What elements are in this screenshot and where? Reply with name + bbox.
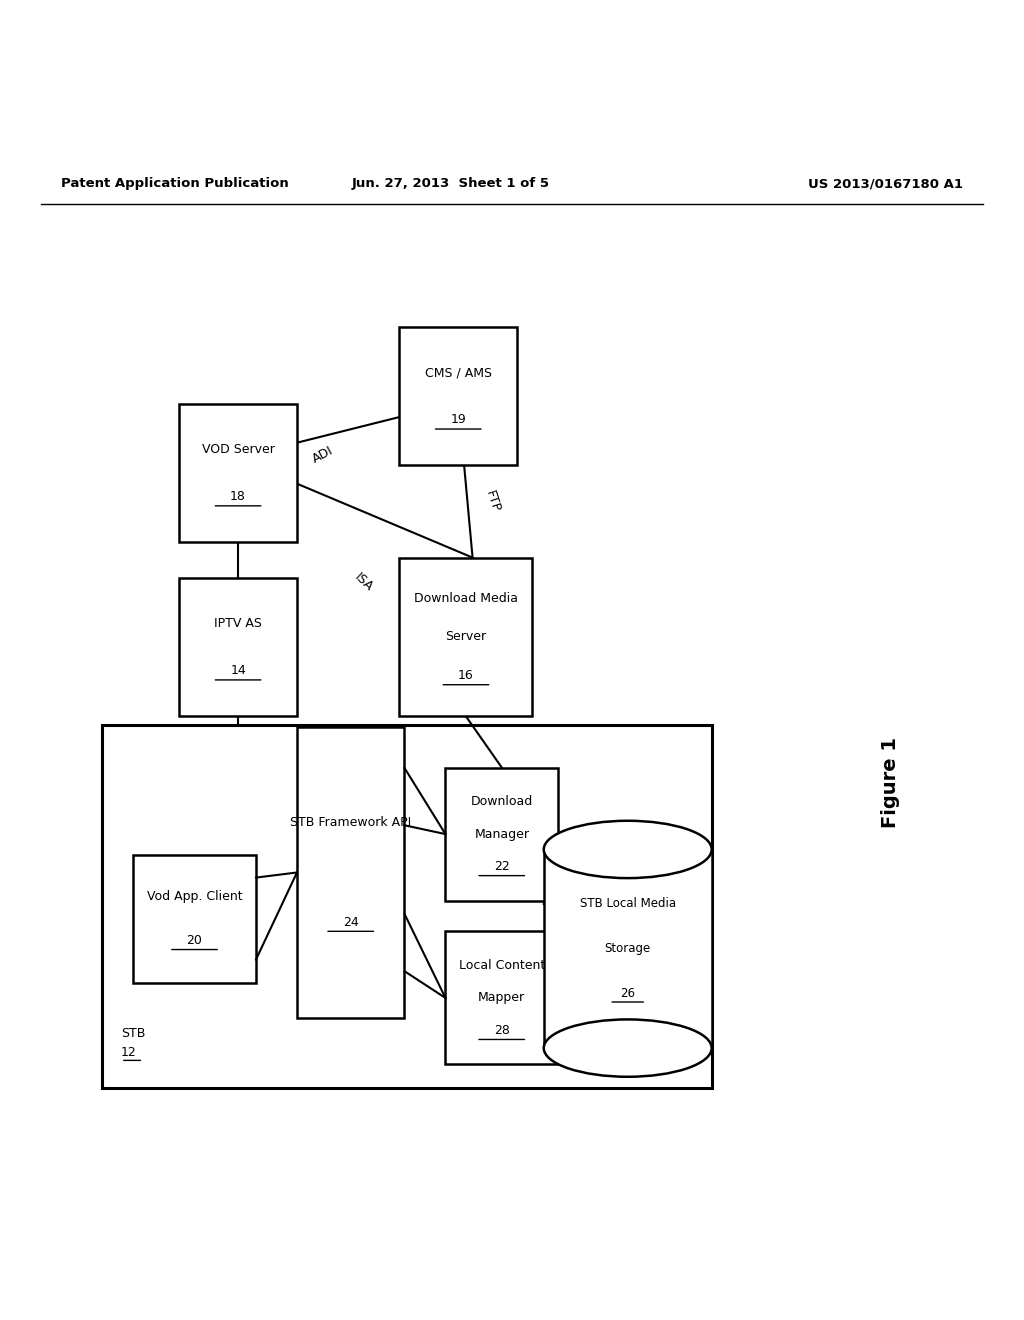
FancyBboxPatch shape [445,767,558,900]
Text: Download: Download [471,795,532,808]
Text: 22: 22 [494,859,510,873]
FancyBboxPatch shape [179,404,297,543]
Text: IPTV AS: IPTV AS [214,618,262,630]
Text: 28: 28 [494,1024,510,1036]
Text: STB Framework API: STB Framework API [290,816,412,829]
Text: 12: 12 [121,1045,136,1059]
Text: STB Local Media: STB Local Media [580,898,676,911]
Text: Vod App. Client: Vod App. Client [146,890,243,903]
FancyBboxPatch shape [399,327,517,466]
FancyBboxPatch shape [399,557,532,717]
FancyBboxPatch shape [102,725,712,1088]
FancyBboxPatch shape [445,932,558,1064]
FancyBboxPatch shape [133,854,256,982]
Text: 20: 20 [186,933,203,946]
Text: 24: 24 [343,916,358,928]
Ellipse shape [544,1019,712,1077]
Text: FTP: FTP [483,488,503,513]
Text: Mapper: Mapper [478,991,525,1005]
Text: Local Content: Local Content [459,960,545,972]
FancyBboxPatch shape [297,726,404,1019]
Text: VOD Server: VOD Server [202,444,274,457]
Text: 26: 26 [621,987,635,1001]
Text: Download Media: Download Media [414,591,518,605]
Text: Server: Server [445,631,486,643]
Ellipse shape [544,821,712,878]
Text: CMS / AMS: CMS / AMS [425,367,492,379]
Text: Jun. 27, 2013  Sheet 1 of 5: Jun. 27, 2013 Sheet 1 of 5 [351,177,550,190]
Bar [544,850,712,1048]
Text: ISA: ISA [351,570,376,594]
Text: Storage: Storage [604,942,651,956]
Text: ADI: ADI [310,445,335,466]
FancyBboxPatch shape [179,578,297,717]
Text: STB: STB [121,1027,145,1040]
Text: 19: 19 [451,413,466,426]
Text: 16: 16 [458,669,474,682]
Text: Manager: Manager [474,828,529,841]
Text: Figure 1: Figure 1 [882,738,900,829]
Text: Patent Application Publication: Patent Application Publication [61,177,289,190]
Text: 14: 14 [230,664,246,677]
Text: US 2013/0167180 A1: US 2013/0167180 A1 [808,177,963,190]
Text: 18: 18 [230,490,246,503]
